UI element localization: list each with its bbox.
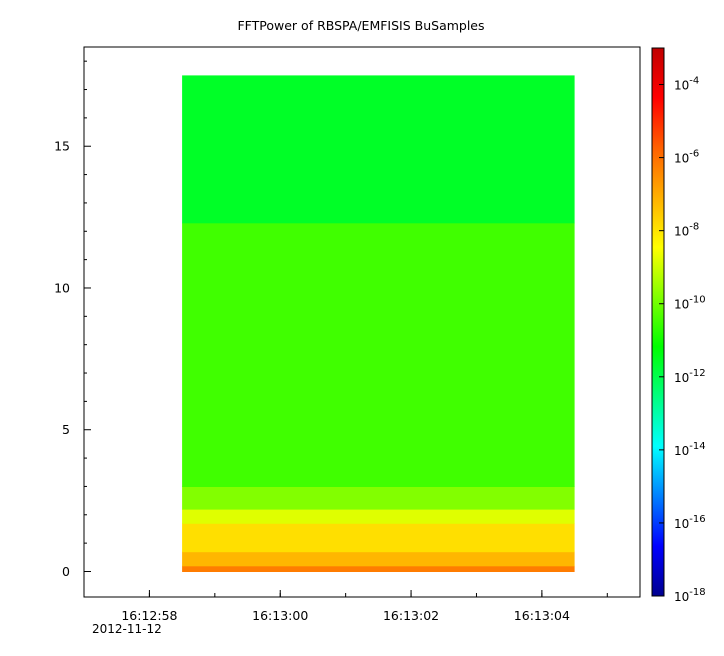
colorbar-tick-label: 10-4 — [674, 76, 699, 93]
x-date-label: 2012-11-12 — [92, 622, 162, 636]
colorbar-tick-label: 10-12 — [674, 368, 706, 385]
spectrogram-band — [182, 565, 575, 572]
spectrogram-band — [182, 523, 575, 553]
y-axis: 0 5 10 15 — [54, 60, 91, 579]
colorbar-tick-label: 10-6 — [674, 149, 699, 166]
spectrogram-band — [182, 75, 575, 224]
spectrogram-band — [182, 509, 575, 524]
chart-title: FFTPower of RBSPA/EMFISIS BuSamples — [237, 18, 484, 33]
x-tick-label: 16:13:00 — [252, 608, 308, 623]
y-tick-label: 0 — [62, 564, 70, 579]
y-tick-label: 15 — [54, 139, 70, 154]
x-tick-label: 16:13:02 — [383, 608, 439, 623]
colorbar: 10-18 10-16 10-14 10-12 10-10 10-8 10-6 10-4 — [651, 47, 706, 604]
colorbar-tick-label: 10-16 — [674, 514, 706, 531]
colorbar-tick-label: 10-18 — [674, 587, 706, 604]
colorbar-tick-label: 10-10 — [674, 295, 706, 312]
y-tick-label: 10 — [54, 280, 70, 295]
spectrogram-band — [182, 486, 575, 510]
x-tick-label: 16:13:04 — [514, 608, 570, 623]
spectrogram-heatmap — [182, 75, 575, 572]
spectrogram-band — [182, 222, 575, 488]
x-tick-label: 16:12:58 — [121, 608, 177, 623]
spectrogram-band — [182, 551, 575, 567]
colorbar-tick-label: 10-8 — [674, 222, 699, 239]
x-axis: 16:12:58 16:13:00 16:13:02 16:13:04 — [83, 590, 608, 623]
colorbar-gradient — [651, 47, 665, 597]
y-tick-label: 5 — [62, 422, 70, 437]
colorbar-tick-label: 10-14 — [674, 441, 706, 458]
